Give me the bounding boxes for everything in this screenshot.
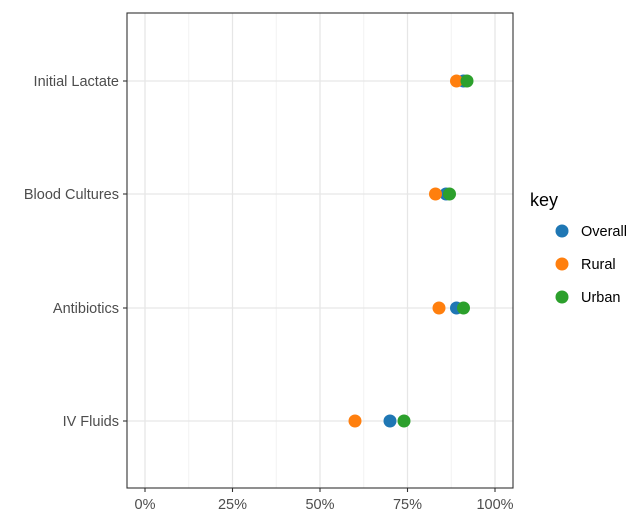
data-point-rural xyxy=(450,74,463,88)
x-tick-label: 0% xyxy=(135,497,156,513)
legend-key-overall xyxy=(555,224,569,238)
data-points xyxy=(348,74,474,428)
legend-key-urban xyxy=(555,290,569,304)
y-tick-label: Blood Cultures xyxy=(24,187,119,203)
legend-title: key xyxy=(530,190,558,210)
data-point-rural xyxy=(432,301,446,315)
x-tick-label: 75% xyxy=(393,497,422,513)
x-axis: 0% 25% 50% 75% 100% xyxy=(135,488,514,513)
y-tick-label: Initial Lactate xyxy=(34,74,119,90)
data-point-urban xyxy=(397,414,411,428)
data-point-urban xyxy=(457,301,470,315)
y-axis: Initial Lactate Blood Cultures Antibiotics… xyxy=(24,74,127,430)
legend: key Overall Rural Urban xyxy=(530,190,627,306)
minor-gridlines xyxy=(188,13,452,488)
y-tick-label: Antibiotics xyxy=(53,301,119,317)
legend-label-rural: Rural xyxy=(581,257,616,273)
data-point-rural xyxy=(429,187,442,201)
data-point-rural xyxy=(348,414,362,428)
x-tick-label: 100% xyxy=(476,497,513,513)
x-tick-label: 25% xyxy=(218,497,247,513)
y-tick-label: IV Fluids xyxy=(63,414,119,430)
legend-key-rural xyxy=(555,257,569,271)
data-point-overall xyxy=(383,414,397,428)
data-point-urban xyxy=(460,74,474,88)
legend-label-overall: Overall xyxy=(581,224,627,240)
legend-label-urban: Urban xyxy=(581,290,621,306)
data-point-urban xyxy=(443,187,456,201)
x-tick-label: 50% xyxy=(305,497,334,513)
